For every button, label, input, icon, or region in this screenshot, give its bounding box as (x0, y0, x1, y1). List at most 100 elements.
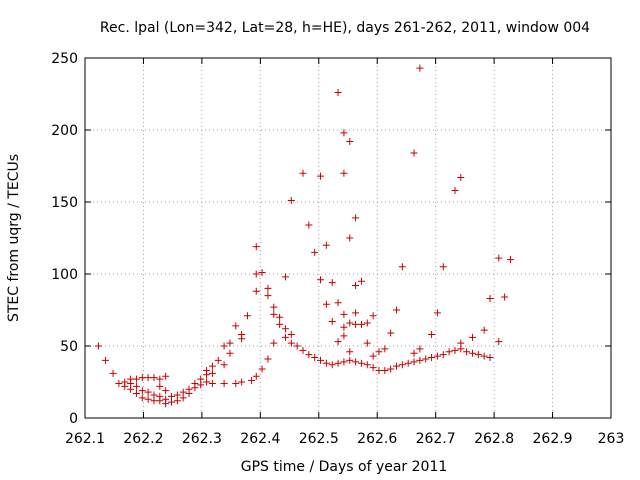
plot-frame (84, 57, 612, 419)
data-point (208, 369, 216, 377)
data-point (439, 351, 447, 359)
data-point (127, 375, 135, 383)
data-point (322, 359, 330, 367)
data-point (264, 292, 272, 300)
data-point (226, 349, 234, 357)
data-point (404, 359, 412, 367)
data-point (162, 387, 170, 395)
data-point (281, 325, 289, 333)
data-point (328, 361, 336, 369)
data-point (144, 374, 152, 382)
data-point (410, 149, 418, 157)
data-point (162, 395, 170, 403)
data-point (248, 377, 256, 385)
data-point (433, 309, 441, 317)
data-point (387, 365, 395, 373)
data-point (381, 366, 389, 374)
data-point (369, 312, 377, 320)
grid (85, 58, 611, 418)
data-point (340, 323, 348, 331)
data-point (375, 348, 383, 356)
data-point (393, 362, 401, 370)
data-point (463, 348, 471, 356)
x-tick-labels: 262.1 262.2 262.3 262.4 262.5 262.6 262.7 262.8… (65, 431, 624, 447)
data-point (340, 129, 348, 137)
x-tick-label: 262.1 (65, 431, 105, 447)
data-point (317, 276, 325, 284)
data-point (352, 320, 360, 328)
y-tick-label: 50 (60, 339, 78, 355)
data-point (352, 358, 360, 366)
data-point (270, 303, 278, 311)
data-point (457, 339, 465, 347)
data-point (322, 241, 330, 249)
data-point (162, 372, 170, 380)
data-point (410, 349, 418, 357)
data-point (340, 358, 348, 366)
data-point (369, 364, 377, 372)
data-point (363, 339, 371, 347)
data-point (150, 391, 158, 399)
data-point (357, 359, 365, 367)
data-point (357, 277, 365, 285)
data-point (299, 346, 307, 354)
x-tick-label: 262.4 (240, 431, 280, 447)
data-point (252, 372, 260, 380)
data-point (173, 391, 181, 399)
data-point (398, 361, 406, 369)
data-point (150, 374, 158, 382)
data-point (317, 356, 325, 364)
data-point (334, 89, 342, 97)
data-point (287, 197, 295, 205)
data-point (486, 354, 494, 362)
data-point (156, 392, 164, 400)
data-point (264, 284, 272, 292)
data-point (363, 361, 371, 369)
y-tick-label: 150 (51, 195, 78, 211)
data-point (328, 318, 336, 326)
data-point (232, 322, 240, 330)
data-point (101, 356, 109, 364)
data-point (115, 379, 123, 387)
data-point (109, 369, 117, 377)
data-point (506, 256, 514, 264)
data-point (393, 306, 401, 314)
data-point (451, 346, 459, 354)
y-tick-labels: 0 50 100 150 200 250 (51, 51, 78, 427)
data-point (346, 356, 354, 364)
data-point (495, 338, 503, 346)
data-point (486, 294, 494, 302)
data-point (451, 186, 459, 194)
data-point (480, 352, 488, 360)
data-point (238, 378, 246, 386)
axis-ticks (84, 57, 612, 419)
data-point (381, 345, 389, 353)
data-point (322, 300, 330, 308)
data-point (203, 378, 211, 386)
data-point (121, 378, 129, 386)
data-point (144, 388, 152, 396)
data-point (480, 326, 488, 334)
data-point (416, 345, 424, 353)
data-point (334, 359, 342, 367)
data-point (208, 362, 216, 370)
data-point (363, 319, 371, 327)
data-point (167, 392, 175, 400)
data-point (428, 330, 436, 338)
data-point (220, 379, 228, 387)
data-point (132, 390, 140, 398)
data-point (252, 270, 260, 278)
x-axis-label: GPS time / Days of year 2011 (241, 459, 448, 475)
data-point (305, 351, 313, 359)
data-point (276, 313, 284, 321)
data-point (138, 374, 146, 382)
data-point (258, 365, 266, 373)
data-point (156, 375, 164, 383)
data-point (281, 333, 289, 341)
data-point (445, 348, 453, 356)
data-point (334, 338, 342, 346)
x-tick-label: 262.5 (299, 431, 339, 447)
data-point (270, 310, 278, 318)
data-point (387, 329, 395, 337)
